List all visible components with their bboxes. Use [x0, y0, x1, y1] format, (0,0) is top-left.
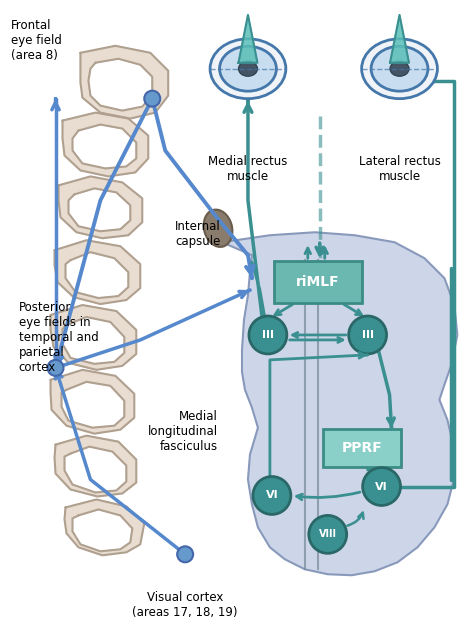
Polygon shape: [51, 305, 137, 370]
Text: III: III: [262, 330, 274, 340]
Text: Visual cortex
(areas 17, 18, 19): Visual cortex (areas 17, 18, 19): [132, 591, 238, 619]
Text: VI: VI: [375, 482, 388, 492]
Ellipse shape: [238, 61, 257, 76]
Ellipse shape: [204, 210, 232, 247]
Polygon shape: [81, 46, 168, 118]
Text: III: III: [362, 330, 374, 340]
Polygon shape: [55, 240, 140, 304]
Polygon shape: [222, 233, 457, 575]
Circle shape: [144, 90, 160, 106]
Circle shape: [177, 547, 193, 562]
Text: Medial rectus
muscle: Medial rectus muscle: [208, 155, 288, 183]
Text: VI: VI: [265, 490, 278, 501]
Text: Medial
longitudinal
fasciculus: Medial longitudinal fasciculus: [148, 410, 218, 453]
Circle shape: [363, 468, 401, 505]
Circle shape: [349, 316, 387, 354]
FancyBboxPatch shape: [323, 429, 401, 466]
Polygon shape: [64, 499, 144, 555]
FancyBboxPatch shape: [274, 261, 362, 303]
Polygon shape: [238, 15, 257, 63]
Circle shape: [253, 476, 291, 515]
Ellipse shape: [219, 47, 276, 91]
Polygon shape: [55, 436, 137, 496]
Text: Frontal
eye field
(area 8): Frontal eye field (area 8): [11, 19, 62, 62]
Text: riMLF: riMLF: [296, 275, 339, 289]
Polygon shape: [63, 113, 148, 176]
Polygon shape: [390, 15, 409, 63]
Text: Posterior
eye fields in
temporal and
parietal
cortex: Posterior eye fields in temporal and par…: [18, 301, 99, 375]
Circle shape: [249, 316, 287, 354]
Ellipse shape: [210, 39, 286, 99]
Ellipse shape: [390, 61, 409, 76]
Ellipse shape: [362, 39, 438, 99]
Text: Lateral rectus
muscle: Lateral rectus muscle: [359, 155, 440, 183]
Ellipse shape: [371, 47, 428, 91]
Circle shape: [309, 515, 346, 554]
Text: VIII: VIII: [319, 529, 337, 540]
Text: Internal
capsule: Internal capsule: [175, 220, 221, 248]
Circle shape: [47, 360, 64, 376]
Polygon shape: [58, 176, 142, 238]
Polygon shape: [51, 370, 134, 434]
Text: PPRF: PPRF: [341, 441, 382, 455]
